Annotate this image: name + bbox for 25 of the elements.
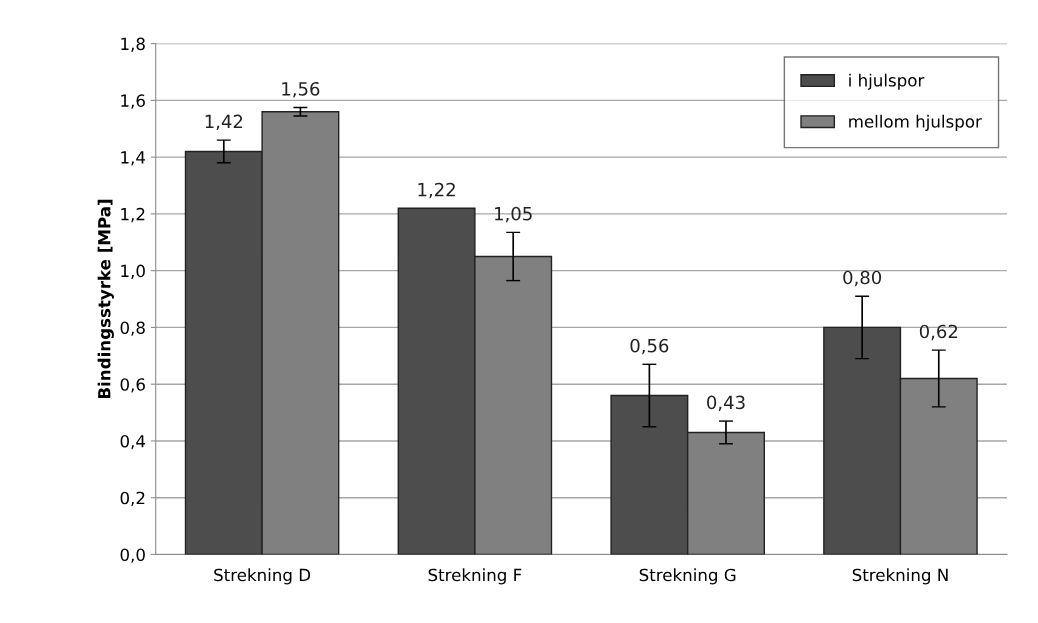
data-label: 0,43 bbox=[707, 395, 745, 412]
data-label: 1,05 bbox=[495, 206, 532, 223]
y-tick-label: 1,0 bbox=[121, 264, 145, 279]
x-tick-label: Strekning N bbox=[852, 568, 948, 585]
data-label: 0,56 bbox=[630, 338, 669, 355]
data-label: 1,42 bbox=[205, 114, 243, 131]
y-tick-label: 0,2 bbox=[120, 491, 145, 506]
data-label: 0,62 bbox=[919, 324, 958, 341]
y-axis-title: Bindingsstyrke [MPa] bbox=[97, 199, 114, 399]
legend-label: mellom hjulspor bbox=[849, 114, 982, 131]
x-tick-label: Strekning D bbox=[214, 568, 311, 585]
x-tick-label: Strekning F bbox=[428, 568, 522, 585]
y-tick-label: 1,8 bbox=[121, 37, 145, 52]
legend-label: i hjulspor bbox=[849, 73, 925, 90]
y-tick-label: 1,6 bbox=[121, 94, 145, 109]
x-tick-label: Strekning G bbox=[639, 568, 736, 585]
y-tick-label: 0,4 bbox=[120, 434, 146, 450]
data-label: 0,80 bbox=[843, 270, 882, 287]
y-tick-label: 0,0 bbox=[120, 548, 145, 563]
y-tick-label: 0,6 bbox=[120, 378, 145, 393]
data-label: 1,56 bbox=[282, 81, 320, 98]
y-tick-label: 1,2 bbox=[121, 207, 145, 223]
data-label: 1,22 bbox=[418, 182, 455, 199]
y-tick-label: 0,8 bbox=[120, 321, 145, 336]
y-tick-label: 1,4 bbox=[121, 151, 146, 166]
